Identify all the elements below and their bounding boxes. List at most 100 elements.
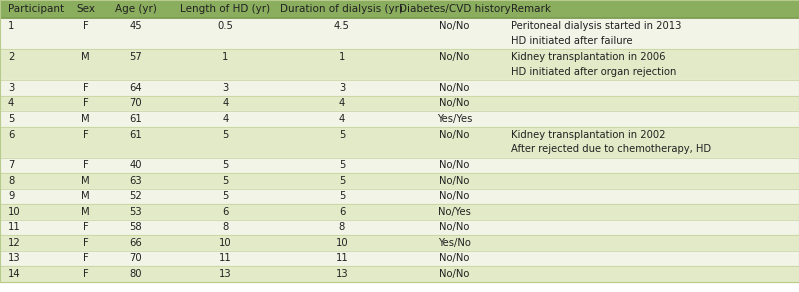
Text: Diabetes/CVD history: Diabetes/CVD history bbox=[399, 4, 511, 14]
Text: 4: 4 bbox=[339, 98, 345, 108]
Text: F: F bbox=[82, 21, 89, 31]
Text: 5: 5 bbox=[339, 130, 345, 140]
Text: No/No: No/No bbox=[439, 130, 470, 140]
Bar bbox=[0, 95, 799, 111]
Text: 5: 5 bbox=[339, 160, 345, 170]
Text: 70: 70 bbox=[129, 98, 142, 108]
Text: 1: 1 bbox=[222, 52, 229, 62]
Text: Kidney transplantation in 2006: Kidney transplantation in 2006 bbox=[511, 52, 666, 62]
Text: Remark: Remark bbox=[511, 4, 551, 14]
Text: M: M bbox=[81, 191, 89, 201]
Text: 52: 52 bbox=[129, 191, 142, 201]
Bar bbox=[0, 204, 799, 220]
Text: M: M bbox=[81, 52, 89, 62]
Text: 45: 45 bbox=[129, 21, 142, 31]
Text: No/No: No/No bbox=[439, 21, 470, 31]
Text: Age (yr): Age (yr) bbox=[115, 4, 157, 14]
Text: F: F bbox=[82, 253, 89, 263]
Text: 4: 4 bbox=[222, 114, 229, 124]
Text: Yes/Yes: Yes/Yes bbox=[437, 114, 472, 124]
Text: 5: 5 bbox=[222, 130, 229, 140]
Text: 64: 64 bbox=[129, 83, 142, 93]
Bar bbox=[0, 251, 799, 266]
Text: 8: 8 bbox=[8, 176, 14, 186]
Text: 40: 40 bbox=[129, 160, 142, 170]
Bar bbox=[0, 0, 799, 18]
Bar bbox=[0, 80, 799, 95]
Bar bbox=[0, 157, 799, 173]
Text: F: F bbox=[82, 269, 89, 279]
Text: No/No: No/No bbox=[439, 253, 470, 263]
Text: 13: 13 bbox=[219, 269, 232, 279]
Text: No/No: No/No bbox=[439, 52, 470, 62]
Text: 10: 10 bbox=[219, 238, 232, 248]
Bar bbox=[0, 49, 799, 80]
Bar bbox=[0, 266, 799, 281]
Text: No/No: No/No bbox=[439, 176, 470, 186]
Text: HD initiated after organ rejection: HD initiated after organ rejection bbox=[511, 67, 677, 77]
Text: Peritoneal dialysis started in 2013: Peritoneal dialysis started in 2013 bbox=[511, 21, 682, 31]
Text: 7: 7 bbox=[8, 160, 14, 170]
Text: 1: 1 bbox=[8, 21, 14, 31]
Text: 4.5: 4.5 bbox=[334, 21, 350, 31]
Text: 9: 9 bbox=[8, 191, 14, 201]
Text: Duration of dialysis (yr): Duration of dialysis (yr) bbox=[280, 4, 403, 14]
Bar bbox=[0, 189, 799, 204]
Text: M: M bbox=[81, 114, 89, 124]
Text: 66: 66 bbox=[129, 238, 142, 248]
Text: F: F bbox=[82, 98, 89, 108]
Text: 57: 57 bbox=[129, 52, 142, 62]
Text: M: M bbox=[81, 207, 89, 217]
Text: 0.5: 0.5 bbox=[217, 21, 233, 31]
Bar bbox=[0, 173, 799, 189]
Text: 10: 10 bbox=[8, 207, 21, 217]
Text: 11: 11 bbox=[219, 253, 232, 263]
Text: 3: 3 bbox=[222, 83, 229, 93]
Bar bbox=[0, 220, 799, 235]
Text: 3: 3 bbox=[8, 83, 14, 93]
Text: 53: 53 bbox=[129, 207, 142, 217]
Text: 6: 6 bbox=[8, 130, 14, 140]
Bar bbox=[0, 111, 799, 126]
Text: 5: 5 bbox=[339, 176, 345, 186]
Text: 5: 5 bbox=[339, 191, 345, 201]
Text: F: F bbox=[82, 222, 89, 232]
Text: Participant: Participant bbox=[8, 4, 64, 14]
Text: 61: 61 bbox=[129, 114, 142, 124]
Text: Length of HD (yr): Length of HD (yr) bbox=[181, 4, 270, 14]
Text: No/No: No/No bbox=[439, 98, 470, 108]
Text: No/No: No/No bbox=[439, 222, 470, 232]
Text: Sex: Sex bbox=[76, 4, 95, 14]
Text: F: F bbox=[82, 83, 89, 93]
Text: 13: 13 bbox=[336, 269, 348, 279]
Text: 13: 13 bbox=[8, 253, 21, 263]
Text: 11: 11 bbox=[336, 253, 348, 263]
Text: M: M bbox=[81, 176, 89, 186]
Text: 3: 3 bbox=[339, 83, 345, 93]
Text: 63: 63 bbox=[129, 176, 142, 186]
Text: F: F bbox=[82, 130, 89, 140]
Text: No/Yes: No/Yes bbox=[438, 207, 471, 217]
Text: 12: 12 bbox=[8, 238, 21, 248]
Text: 5: 5 bbox=[222, 176, 229, 186]
Text: 6: 6 bbox=[339, 207, 345, 217]
Bar bbox=[0, 126, 799, 157]
Text: After rejected due to chemotherapy, HD: After rejected due to chemotherapy, HD bbox=[511, 144, 711, 154]
Text: 14: 14 bbox=[8, 269, 21, 279]
Text: No/No: No/No bbox=[439, 269, 470, 279]
Text: 8: 8 bbox=[339, 222, 345, 232]
Text: 11: 11 bbox=[8, 222, 21, 232]
Text: 5: 5 bbox=[222, 191, 229, 201]
Text: 2: 2 bbox=[8, 52, 14, 62]
Text: 4: 4 bbox=[339, 114, 345, 124]
Text: Kidney transplantation in 2002: Kidney transplantation in 2002 bbox=[511, 130, 666, 140]
Text: No/No: No/No bbox=[439, 191, 470, 201]
Text: 10: 10 bbox=[336, 238, 348, 248]
Text: 58: 58 bbox=[129, 222, 142, 232]
Text: F: F bbox=[82, 238, 89, 248]
Text: Yes/No: Yes/No bbox=[438, 238, 471, 248]
Text: 5: 5 bbox=[222, 160, 229, 170]
Text: 4: 4 bbox=[8, 98, 14, 108]
Text: 4: 4 bbox=[222, 98, 229, 108]
Text: No/No: No/No bbox=[439, 160, 470, 170]
